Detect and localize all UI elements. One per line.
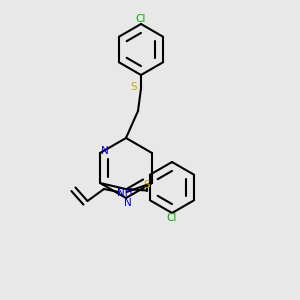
Text: NH: NH — [117, 188, 133, 198]
Text: Cl: Cl — [167, 213, 177, 224]
Text: N: N — [100, 146, 108, 157]
Text: S: S — [143, 180, 150, 190]
Text: N: N — [124, 197, 131, 208]
Text: Cl: Cl — [136, 14, 146, 25]
Text: S: S — [130, 82, 137, 92]
